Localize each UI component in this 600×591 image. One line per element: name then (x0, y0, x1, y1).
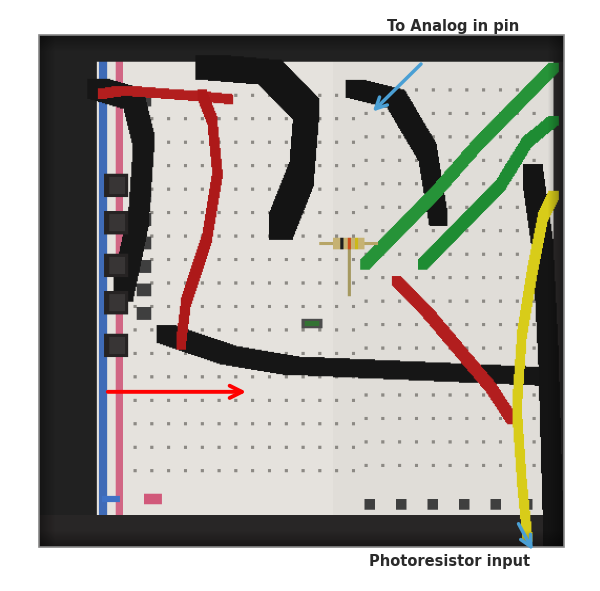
Text: Photoresistor input: Photoresistor input (369, 554, 530, 569)
Bar (39, 35, 564, 547)
Text: To Analog in pin: To Analog in pin (387, 19, 519, 34)
